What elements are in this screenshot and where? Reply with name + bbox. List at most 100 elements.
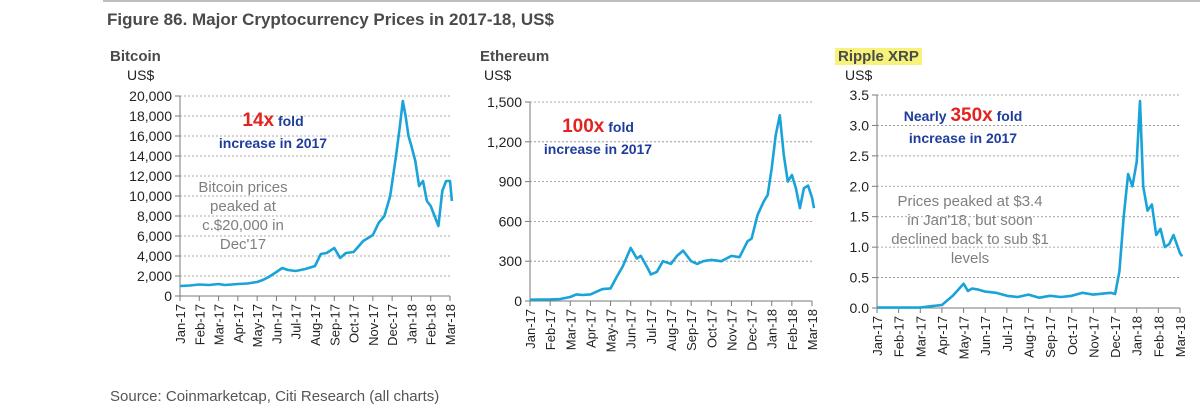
x-tick-label: Sep-17 (684, 309, 699, 351)
y-tick-label: 18,000 (129, 108, 172, 124)
x-tick-label: May-17 (604, 309, 619, 352)
x-tick-label: Oct-17 (1065, 316, 1080, 355)
x-tick-label: Aug-17 (1022, 316, 1037, 358)
fold-multiplier: 100x (562, 116, 605, 137)
x-tick-label: Jul-17 (644, 309, 659, 344)
ethereum-chart: US$ 0 300 600 900 1,200 1,500 Jan-17 Feb-17 Mar-1… (484, 67, 820, 352)
x-tick-label: Jun-17 (978, 316, 993, 356)
panel-title-ethereum: Ethereum (480, 48, 550, 65)
price-note-line: peaked at (210, 198, 277, 215)
x-tick-label: Apr-17 (583, 309, 598, 348)
price-note-line: Prices peaked at $3.4 (897, 193, 1042, 210)
x-tick-label: May-17 (957, 316, 972, 359)
x-tick-label: Mar-18 (1173, 316, 1188, 357)
price-note-line: levels (951, 250, 989, 267)
x-tick-label: Jan-17 (870, 316, 885, 356)
x-tick-label: Oct-17 (347, 304, 362, 343)
x-tick-label: Sep-17 (327, 304, 342, 346)
ripple-chart: US$ 0.0 0.5 1.0 1.5 2.0 2.5 3.0 3.5 Jan-17 Feb-17 M… (845, 67, 1188, 359)
panel-title-ripple: Ripple XRP (835, 48, 922, 65)
figure-title: Figure 86. Major Cryptocurrency Prices i… (107, 10, 554, 29)
y-tick-label: 3.0 (850, 117, 870, 133)
fold-multiplier: 350x (950, 105, 993, 126)
x-tick-label: Jan-17 (173, 304, 188, 344)
y-tick-label: 900 (499, 174, 523, 190)
x-tick-label: Mar-18 (443, 304, 458, 345)
price-series-line (529, 113, 816, 301)
x-tick-label: Nov-17 (366, 304, 381, 346)
fold-annotation-line1: Nearly 350x fold (904, 105, 1023, 126)
x-tick-label: May-17 (250, 304, 265, 347)
y-tick-label: 0.0 (850, 300, 870, 316)
x-tick-label: Feb-17 (192, 304, 207, 345)
fold-annotation-line1: 100x fold (562, 116, 634, 137)
x-tick-label: Nov-17 (724, 309, 739, 351)
x-tick-label: Dec-17 (1108, 316, 1123, 358)
bitcoin-chart: US$ 0 2,000 4,000 6,000 8,000 10,000 12,000 14,0… (127, 67, 458, 347)
y-tick-label: 12,000 (129, 168, 172, 184)
fold-annotation-line2: increase in 2017 (544, 141, 652, 157)
y-tick-label: 6,000 (137, 228, 172, 244)
y-tick-label: 2.5 (850, 148, 870, 164)
y-tick-label: 300 (499, 253, 523, 269)
ripple-title-highlight: Ripple XRP (835, 48, 922, 65)
x-tick-label: Aug-17 (664, 309, 679, 351)
x-tick-label: Jun-17 (624, 309, 639, 349)
x-tick-label: Apr-17 (935, 316, 950, 355)
y-tick-label: 1.5 (850, 209, 870, 225)
x-tick-label: Mar-17 (913, 316, 928, 357)
y-tick-label: 0 (164, 288, 172, 304)
x-tick-label: Apr-17 (231, 304, 246, 343)
y-tick-label: 14,000 (129, 148, 172, 164)
x-tick-label: Sep-17 (1043, 316, 1058, 358)
x-tick-label: Mar-18 (805, 309, 820, 350)
fold-word: fold (993, 108, 1023, 124)
fold-multiplier: 14x (242, 110, 274, 131)
fold-annotation-line2: increase in 2017 (219, 135, 327, 151)
x-tick-label: Feb-18 (785, 309, 800, 350)
y-tick-label: 2.0 (850, 178, 870, 194)
y-tick-label: 2,000 (137, 268, 172, 284)
x-tick-label: Oct-17 (704, 309, 719, 348)
price-note-line: c.$20,000 in (202, 217, 284, 234)
fold-word: fold (604, 119, 634, 135)
panel-title-bitcoin: Bitcoin (110, 48, 161, 65)
x-tick-label: Feb-17 (892, 316, 907, 357)
x-tick-label: Mar-17 (212, 304, 227, 345)
x-tick-label: Feb-18 (1151, 316, 1166, 357)
fold-annotation-line1: 14x fold (242, 110, 303, 131)
price-note-line: in Jan'18, but soon (907, 212, 1032, 229)
y-axis-unit-label: US$ (484, 67, 511, 83)
fold-annotation-line2: increase in 2017 (909, 130, 1017, 146)
y-axis-unit-label: US$ (127, 67, 154, 83)
x-tick-label: Jan-18 (1130, 316, 1145, 356)
x-tick-label: Jan-18 (765, 309, 780, 349)
x-tick-label: Feb-17 (543, 309, 558, 350)
x-tick-label: Aug-17 (308, 304, 323, 346)
y-tick-label: 1,500 (487, 94, 522, 110)
x-tick-label: Jun-17 (269, 304, 284, 344)
source-note: Source: Coinmarketcap, Citi Research (al… (110, 388, 440, 405)
price-series-line (877, 99, 1184, 309)
price-note-line: declined back to sub $1 (891, 231, 1049, 248)
x-tick-label: Jan-18 (404, 304, 419, 344)
y-tick-label: 1.0 (850, 239, 870, 255)
x-tick-label: Dec-17 (745, 309, 760, 351)
top-border (103, 0, 1200, 2)
y-tick-label: 1,200 (487, 134, 522, 150)
x-tick-label: Nov-17 (1086, 316, 1101, 358)
y-tick-label: 0.5 (850, 270, 870, 286)
y-axis-unit-label: US$ (845, 67, 872, 83)
x-tick-label: Jul-17 (1000, 316, 1015, 351)
y-tick-label: 8,000 (137, 208, 172, 224)
x-tick-label: Jan-17 (523, 309, 538, 349)
x-tick-label: Mar-17 (563, 309, 578, 350)
y-tick-label: 3.5 (850, 87, 870, 103)
price-note-line: Dec'17 (220, 236, 266, 253)
y-tick-label: 10,000 (129, 188, 172, 204)
y-tick-label: 20,000 (129, 88, 172, 104)
y-tick-label: 16,000 (129, 128, 172, 144)
price-note-line: Bitcoin prices (198, 179, 287, 196)
annotation-prefix: Nearly (904, 108, 951, 124)
y-tick-label: 4,000 (137, 248, 172, 264)
